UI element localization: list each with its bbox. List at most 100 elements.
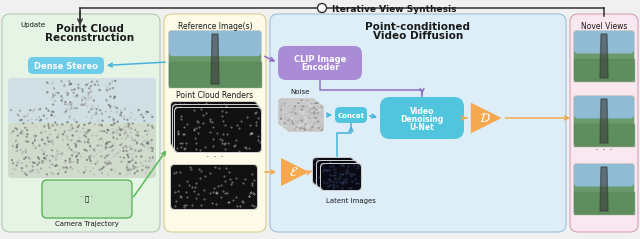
Point — [187, 128, 197, 132]
Point — [115, 172, 125, 175]
Point — [86, 84, 96, 88]
Point — [56, 99, 67, 103]
Point — [35, 107, 45, 111]
Point — [181, 122, 191, 126]
Point — [105, 87, 115, 91]
Point — [310, 110, 320, 114]
Point — [307, 125, 317, 129]
Point — [287, 120, 297, 124]
Point — [106, 109, 116, 113]
Point — [218, 102, 228, 106]
Point — [305, 108, 316, 112]
Point — [99, 130, 109, 133]
Point — [52, 136, 63, 139]
Point — [65, 157, 75, 161]
Point — [132, 141, 142, 145]
Point — [218, 130, 228, 134]
Point — [287, 118, 297, 122]
Point — [173, 189, 183, 193]
Point — [299, 109, 309, 113]
Point — [301, 109, 312, 113]
FancyBboxPatch shape — [42, 180, 132, 218]
Point — [349, 168, 359, 172]
Point — [65, 83, 75, 87]
Point — [88, 166, 99, 170]
Point — [18, 132, 28, 136]
Point — [301, 124, 311, 128]
Point — [282, 106, 292, 110]
Point — [223, 141, 234, 145]
Point — [41, 107, 51, 110]
Point — [50, 164, 60, 168]
Point — [130, 118, 140, 121]
Point — [294, 120, 304, 124]
Point — [253, 134, 264, 138]
Point — [282, 104, 292, 108]
Point — [223, 130, 234, 133]
Point — [328, 178, 338, 182]
Point — [293, 119, 303, 123]
Point — [227, 180, 237, 184]
Point — [287, 104, 297, 108]
Point — [140, 139, 150, 143]
Point — [81, 168, 91, 172]
Point — [253, 138, 263, 142]
Point — [324, 161, 335, 164]
Point — [307, 107, 317, 111]
Point — [308, 108, 319, 111]
Point — [204, 111, 214, 115]
Point — [347, 170, 357, 174]
Point — [111, 170, 121, 174]
Point — [307, 118, 317, 121]
Point — [277, 122, 287, 125]
Point — [296, 100, 307, 103]
Point — [285, 117, 295, 121]
Point — [189, 127, 199, 131]
Point — [305, 112, 316, 116]
Point — [306, 114, 316, 118]
Point — [211, 202, 221, 206]
Point — [278, 117, 288, 120]
Point — [86, 169, 96, 173]
Point — [297, 112, 307, 116]
Point — [20, 156, 31, 159]
Point — [347, 179, 357, 182]
Point — [44, 122, 54, 126]
Point — [106, 162, 116, 166]
Point — [117, 142, 127, 146]
Point — [35, 107, 45, 111]
Point — [221, 121, 232, 125]
Point — [309, 110, 319, 114]
Point — [84, 81, 94, 85]
Point — [211, 116, 221, 120]
Circle shape — [317, 4, 326, 12]
Point — [28, 161, 38, 164]
Point — [138, 115, 148, 119]
Point — [246, 203, 257, 207]
Point — [307, 113, 317, 117]
Point — [219, 143, 229, 147]
Point — [234, 110, 244, 114]
Point — [67, 106, 77, 110]
Point — [191, 141, 201, 145]
Point — [346, 186, 356, 190]
Point — [338, 180, 348, 184]
Point — [114, 125, 124, 129]
Point — [60, 84, 70, 87]
Point — [250, 127, 260, 131]
Point — [294, 123, 305, 127]
Point — [299, 100, 309, 104]
Point — [239, 118, 249, 122]
Point — [284, 116, 294, 120]
FancyBboxPatch shape — [2, 14, 160, 232]
Point — [84, 122, 94, 125]
Point — [189, 128, 200, 132]
Point — [301, 121, 311, 125]
Point — [325, 179, 335, 183]
Point — [349, 181, 360, 185]
Point — [105, 106, 115, 109]
Point — [48, 93, 58, 97]
Point — [89, 99, 99, 103]
Point — [143, 166, 153, 170]
Point — [191, 181, 201, 185]
